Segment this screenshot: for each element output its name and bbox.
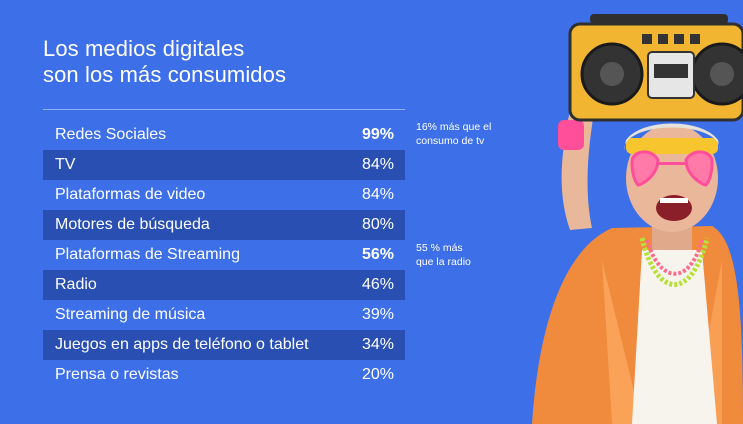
- row-value: 46%: [361, 276, 394, 293]
- annotation-line: 16% más que el: [416, 121, 492, 133]
- row-value: 39%: [361, 306, 394, 323]
- woman-with-boombox-illustration: [492, 0, 743, 424]
- row-label: Radio: [55, 276, 97, 293]
- row-value: 80%: [361, 216, 394, 233]
- necklace: [639, 237, 710, 287]
- row-value: 56%: [361, 246, 394, 263]
- table-row: Juegos en apps de teléfono o tablet 34%: [43, 330, 405, 360]
- title-line-1: Los medios digitales: [43, 36, 245, 61]
- row-value: 20%: [361, 366, 394, 383]
- row-value: 34%: [361, 336, 394, 353]
- page-title: Los medios digitales son los más consumi…: [43, 36, 383, 88]
- title-divider: [43, 109, 405, 110]
- annotation-social-vs-tv: 16% más que el consumo de tv: [416, 120, 491, 148]
- row-value: 84%: [361, 156, 394, 173]
- yellow-headband: [626, 138, 718, 154]
- row-value: 84%: [361, 186, 394, 203]
- table-row: Radio 46%: [43, 270, 405, 300]
- row-label: Streaming de música: [55, 306, 206, 323]
- table-row: Prensa o revistas 20%: [43, 360, 405, 390]
- row-value: 99%: [361, 126, 394, 143]
- row-label: Plataformas de video: [55, 186, 206, 203]
- annotation-line: 55 % más: [416, 242, 463, 254]
- row-label: TV: [55, 156, 76, 173]
- row-label: Juegos en apps de teléfono o tablet: [55, 336, 309, 353]
- heart-sunglasses-icon: [630, 150, 660, 187]
- table-row: Plataformas de video 84%: [43, 180, 405, 210]
- annotation-line: consumo de tv: [416, 135, 485, 147]
- annotation-line: que la radio: [416, 256, 471, 268]
- table-row: Motores de búsqueda 80%: [43, 210, 405, 240]
- title-line-2: son los más consumidos: [43, 62, 287, 87]
- table-row: Redes Sociales 99%: [43, 120, 405, 150]
- table-row: Plataformas de Streaming 56%: [43, 240, 405, 270]
- boombox-handle: [590, 14, 728, 24]
- wristband: [558, 120, 584, 150]
- row-label: Redes Sociales: [55, 126, 167, 143]
- white-top: [632, 250, 717, 424]
- row-label: Motores de búsqueda: [55, 216, 210, 233]
- table-row: TV 84%: [43, 150, 405, 180]
- table-row: Streaming de música 39%: [43, 300, 405, 330]
- media-consumption-table: Redes Sociales 99% TV 84% Plataformas de…: [43, 120, 405, 390]
- annotation-streaming-vs-radio: 55 % más que la radio: [416, 241, 471, 269]
- row-label: Prensa o revistas: [55, 366, 179, 383]
- row-label: Plataformas de Streaming: [55, 246, 240, 263]
